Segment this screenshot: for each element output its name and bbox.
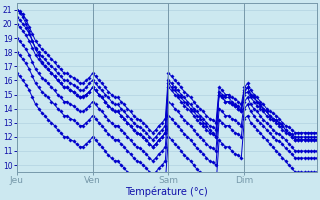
- X-axis label: Température (°c): Température (°c): [125, 187, 208, 197]
